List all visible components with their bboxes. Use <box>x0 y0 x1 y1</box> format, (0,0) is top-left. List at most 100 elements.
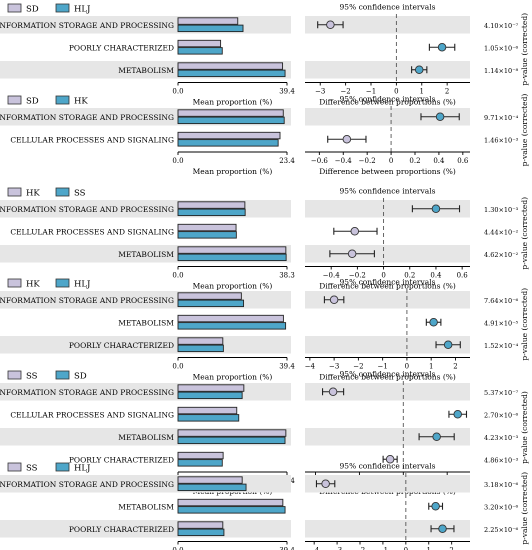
panel-3-bar-hk-3 <box>177 246 287 254</box>
panel-3-legend-swatch-2 <box>55 187 70 197</box>
panel-5-bar-ss-1 <box>177 384 245 392</box>
panel-6-diff-tick-label-5: 0 <box>404 547 408 550</box>
panel-1-diff-point-2 <box>437 43 447 52</box>
panel-6-bar-ss-1 <box>177 476 243 484</box>
panel-4-band-right-3 <box>305 336 470 354</box>
panel-6-diff-tick-label-1: −4 <box>309 547 320 550</box>
panel-2-pvalue-title: p-value (corrected) <box>520 94 529 167</box>
panel-5-p-value-2: 2.70×10⁻⁶ <box>484 411 519 419</box>
panel-2-diff-tick-label-6: 0.4 <box>433 157 445 165</box>
panel-1-diff-tick-label-2: −2 <box>340 88 350 96</box>
panel-3-pvalue-title: p-value (corrected) <box>520 197 529 270</box>
panel-4-diff-tick-label-3: −2 <box>353 363 363 371</box>
panel-3-legend-swatch-1 <box>7 187 22 197</box>
panel-3-band-right-3 <box>305 245 470 263</box>
panel-5-row-label-3: METABOLISM <box>118 433 174 442</box>
panel-6-diff-tick-label-4: −1 <box>378 547 388 550</box>
panel-6-legend-label-2: HLJ <box>74 464 91 474</box>
panel-4-mean-tick-label-1: 0.0 <box>172 363 183 371</box>
panel-4-diff-tick-label-4: −1 <box>377 363 387 371</box>
panel-4-p-value-1: 7.64×10⁻⁶ <box>484 297 519 305</box>
panel-3-diff-tick-label-6: 0.6 <box>457 272 469 280</box>
panel-2-diff-tick-label-7: 0.6 <box>457 157 469 165</box>
panel-1-pvalue-title: p-value (corrected) <box>520 13 529 86</box>
panel-5-p-value-3: 4.23×10⁻³ <box>484 434 519 442</box>
panel-1-bar-hlj-2 <box>177 47 223 55</box>
panel-2-p-value-2: 1.46×10⁻³ <box>484 136 519 144</box>
panel-1-row-label-1: INFORMATION STORAGE AND PROCESSING <box>0 21 174 30</box>
panel-5-diff-point-1 <box>328 387 338 397</box>
panel-5-bar-ss-2 <box>177 406 238 415</box>
panel-3-diff-tick-label-5: 0.4 <box>430 272 442 280</box>
panel-6-diff-tick-label-7: 2 <box>449 547 453 550</box>
panel-6-legend-label-1: SS <box>26 464 38 474</box>
panel-1-diff-axis-title: Difference between proportions (%) <box>319 98 456 107</box>
panel-4-bar-hlj-2 <box>177 322 287 330</box>
panel-4-row-label-2: METABOLISM <box>118 318 174 327</box>
panel-4-diff-point-3 <box>443 340 453 350</box>
panel-4-bar-hlj-1 <box>177 299 245 308</box>
panel-1-bar-sd-2 <box>177 39 222 48</box>
panel-2-row-label-2: CELLULAR PROCESSES AND SIGNALING <box>10 135 174 144</box>
panel-4-p-value-2: 4.91×10⁻⁵ <box>484 319 519 327</box>
panel-4-band-right-1 <box>305 291 470 309</box>
panel-4-bar-hk-2 <box>177 314 284 323</box>
panel-2-diff-tick-label-2: −0.4 <box>335 157 353 165</box>
panel-6-ci-title: 95% confidence intervals <box>340 462 436 471</box>
panel-5-bar-sd-3 <box>177 436 286 445</box>
panel-3-diff-tick-label-3: 0 <box>381 272 385 280</box>
panel-6-bar-hlj-3 <box>177 528 225 537</box>
panel-5-diff-point-3 <box>432 432 441 442</box>
panel-5-p-value-1: 5.37×10⁻⁷ <box>484 389 519 397</box>
panel-3-bar-ss-3 <box>177 253 287 262</box>
panel-6-bar-hlj-1 <box>177 483 247 492</box>
panel-1-diff-tick-label-4: 0 <box>394 88 398 96</box>
panel-6-row-label-3: POORLY CHARACTERIZED <box>69 525 174 534</box>
panel-6-p-value-3: 2.25×10⁻⁶ <box>484 526 519 534</box>
panel-3-band-right-1 <box>305 200 470 218</box>
panel-6-p-value-1: 3.18×10⁻⁶ <box>484 481 519 489</box>
panel-5-row-label-2: CELLULAR PROCESSES AND SIGNALING <box>10 410 174 419</box>
panel-1-diff-point-1 <box>326 20 335 30</box>
panel-6-diff-point-1 <box>321 479 330 489</box>
panel-4-p-value-3: 1.52×10⁻⁴ <box>484 342 519 350</box>
panel-4-diff-tick-label-7: 2 <box>453 363 457 371</box>
panel-3-p-value-3: 4.62×10⁻² <box>484 251 519 259</box>
panel-1-diff-point-3 <box>414 65 424 74</box>
panel-2-mean-tick-label-1: 0.0 <box>172 157 183 165</box>
panel-2-diff-point-1 <box>435 112 445 121</box>
panel-2-band-right-1 <box>305 108 470 126</box>
panel-2-diff-axis-title: Difference between proportions (%) <box>319 167 456 176</box>
panel-2-legend-label-2: HK <box>74 97 88 107</box>
panel-1-legend-label-1: SD <box>26 5 39 15</box>
panel-1-bar-sd-3 <box>177 62 284 70</box>
panel-4-diff-tick-label-2: −3 <box>329 363 339 371</box>
panel-3-row-label-2: CELLULAR PROCESSES AND SIGNALING <box>10 227 174 236</box>
panel-3-diff-tick-label-2: −0.2 <box>349 272 366 280</box>
panel-2-diff-tick-label-4: 0 <box>389 157 393 165</box>
panel-3-diff-tick-label-1: −0.4 <box>323 272 341 280</box>
panel-4-bar-hk-3 <box>177 337 224 345</box>
panel-2-legend-swatch-2 <box>55 95 70 105</box>
panel-3-mean-tick-label-2: 38.3 <box>279 272 295 280</box>
panel-3-bar-ss-2 <box>177 231 237 239</box>
panel-2-bar-hk-2 <box>177 139 279 147</box>
panel-4-ci-title: 95% confidence intervals <box>340 278 436 287</box>
panel-2-mean-tick-label-2: 23.4 <box>279 157 295 165</box>
panel-6-diff-tick-label-3: −2 <box>355 547 365 550</box>
panel-1-mean-axis-title: Mean proportion (%) <box>193 98 273 107</box>
panel-4-bar-hlj-3 <box>177 344 224 353</box>
panel-1-p-value-2: 1.05×10⁻⁶ <box>484 44 519 52</box>
panel-4-legend-label-2: HLJ <box>74 280 91 290</box>
panel-1-mean-tick-label-1: 0.0 <box>172 88 183 96</box>
panel-5-p-value-4: 4.86×10⁻³ <box>484 456 519 464</box>
panel-6-pvalue-title: p-value (corrected) <box>520 472 529 545</box>
panel-5-bar-sd-4 <box>177 459 223 467</box>
panel-1-diff-tick-label-5: 1 <box>420 88 424 96</box>
panel-6-row-label-1: INFORMATION STORAGE AND PROCESSING <box>0 480 174 489</box>
panel-1-row-label-3: METABOLISM <box>118 66 174 75</box>
panel-1-diff-tick-label-1: −3 <box>315 88 325 96</box>
panel-3-diff-point-1 <box>431 204 441 213</box>
panel-6-band-right-3 <box>305 520 470 538</box>
